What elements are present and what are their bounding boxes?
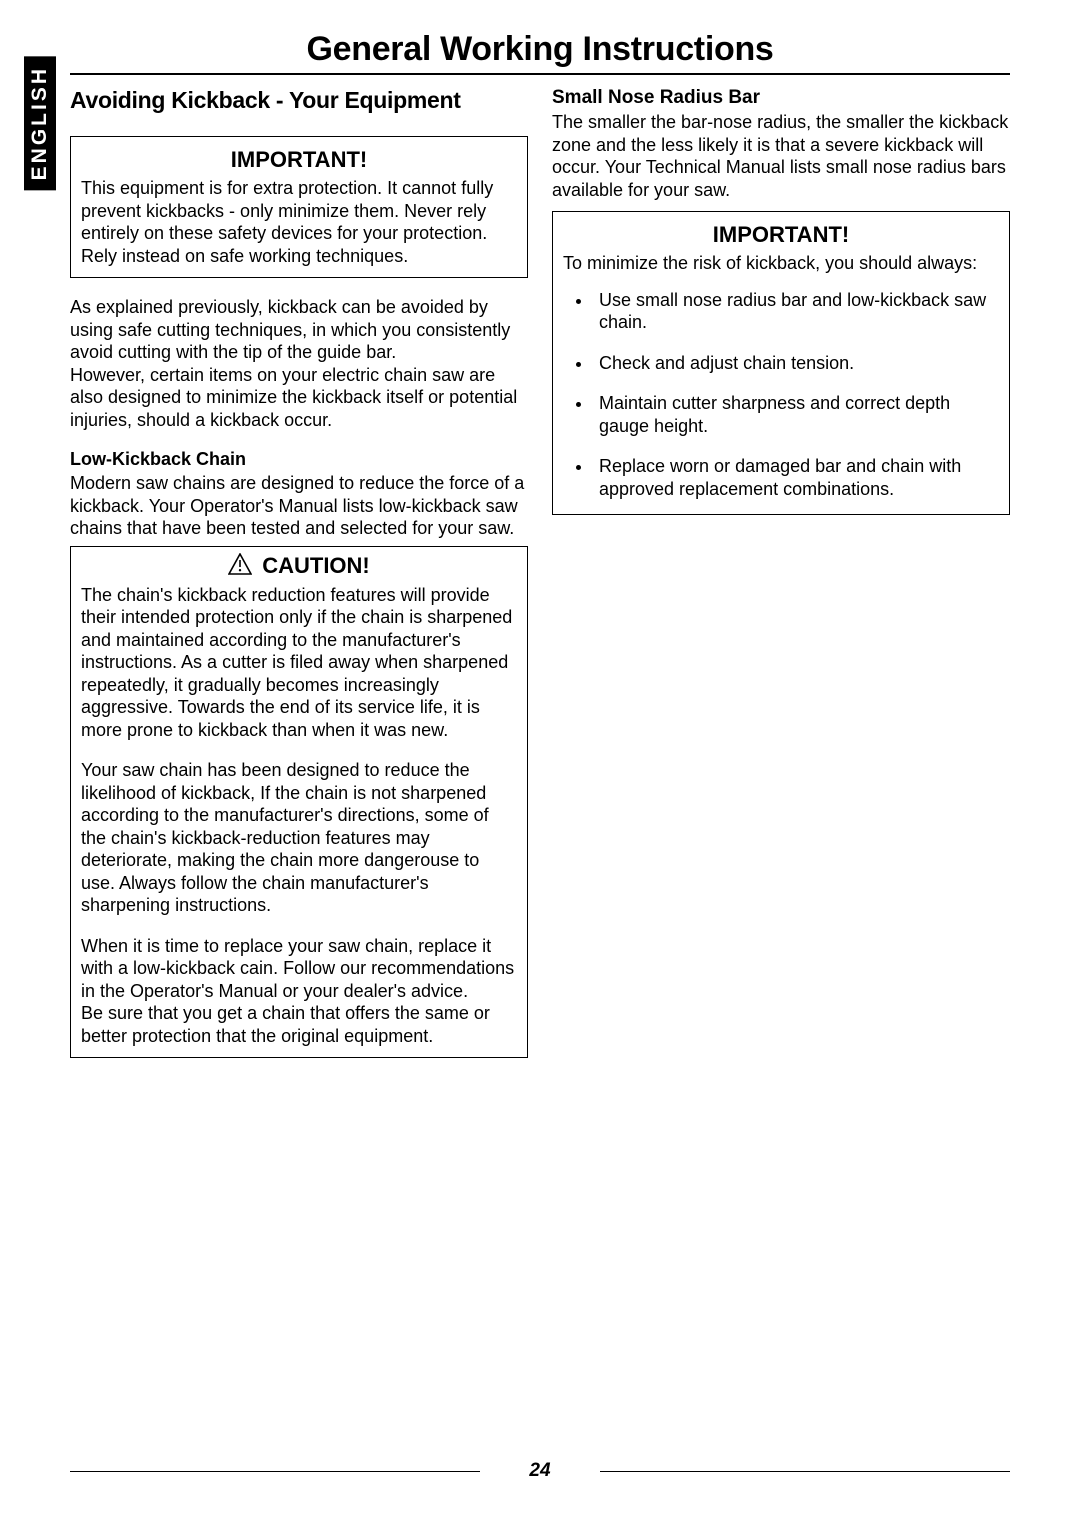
caution-para-1: The chain's kickback reduction features … [81, 584, 517, 742]
right-column: Small Nose Radius Bar The smaller the ba… [552, 87, 1010, 1058]
content-columns: Avoiding Kickback - Your Equipment IMPOR… [70, 87, 1010, 1058]
caution-title-row: CAUTION! [81, 553, 517, 580]
left-column: Avoiding Kickback - Your Equipment IMPOR… [70, 87, 528, 1058]
section-heading-avoiding-kickback: Avoiding Kickback - Your Equipment [70, 87, 528, 114]
caution-box: CAUTION! The chain's kickback reduction … [70, 546, 528, 1059]
low-kickback-text: Modern saw chains are designed to reduce… [70, 472, 528, 540]
important-text-left: This equipment is for extra protection. … [81, 177, 517, 267]
warning-triangle-icon [228, 553, 252, 580]
important-bullets: Use small nose radius bar and low-kickba… [563, 289, 999, 501]
list-item: Replace worn or damaged bar and chain wi… [593, 455, 999, 500]
page-title: General Working Instructions [70, 30, 1010, 75]
important-box-right: IMPORTANT! To minimize the risk of kickb… [552, 211, 1010, 515]
low-kickback-heading: Low-Kickback Chain [70, 449, 528, 470]
important-title-left: IMPORTANT! [81, 147, 517, 173]
list-item: Maintain cutter sharpness and correct de… [593, 392, 999, 437]
intro-paragraph: As explained previously, kickback can be… [70, 296, 528, 431]
language-tab: ENGLISH [24, 56, 56, 190]
important-intro-right: To minimize the risk of kickback, you sh… [563, 252, 999, 275]
important-title-right: IMPORTANT! [563, 222, 999, 248]
important-box-left: IMPORTANT! This equipment is for extra p… [70, 136, 528, 278]
list-item: Check and adjust chain tension. [593, 352, 999, 375]
small-nose-heading: Small Nose Radius Bar [552, 87, 1010, 109]
caution-para-3: When it is time to replace your saw chai… [81, 935, 517, 1048]
list-item: Use small nose radius bar and low-kickba… [593, 289, 999, 334]
small-nose-text: The smaller the bar-nose radius, the sma… [552, 111, 1010, 201]
caution-para-2: Your saw chain has been designed to redu… [81, 759, 517, 917]
page-number: 24 [0, 1460, 1080, 1482]
caution-title: CAUTION! [262, 553, 370, 579]
